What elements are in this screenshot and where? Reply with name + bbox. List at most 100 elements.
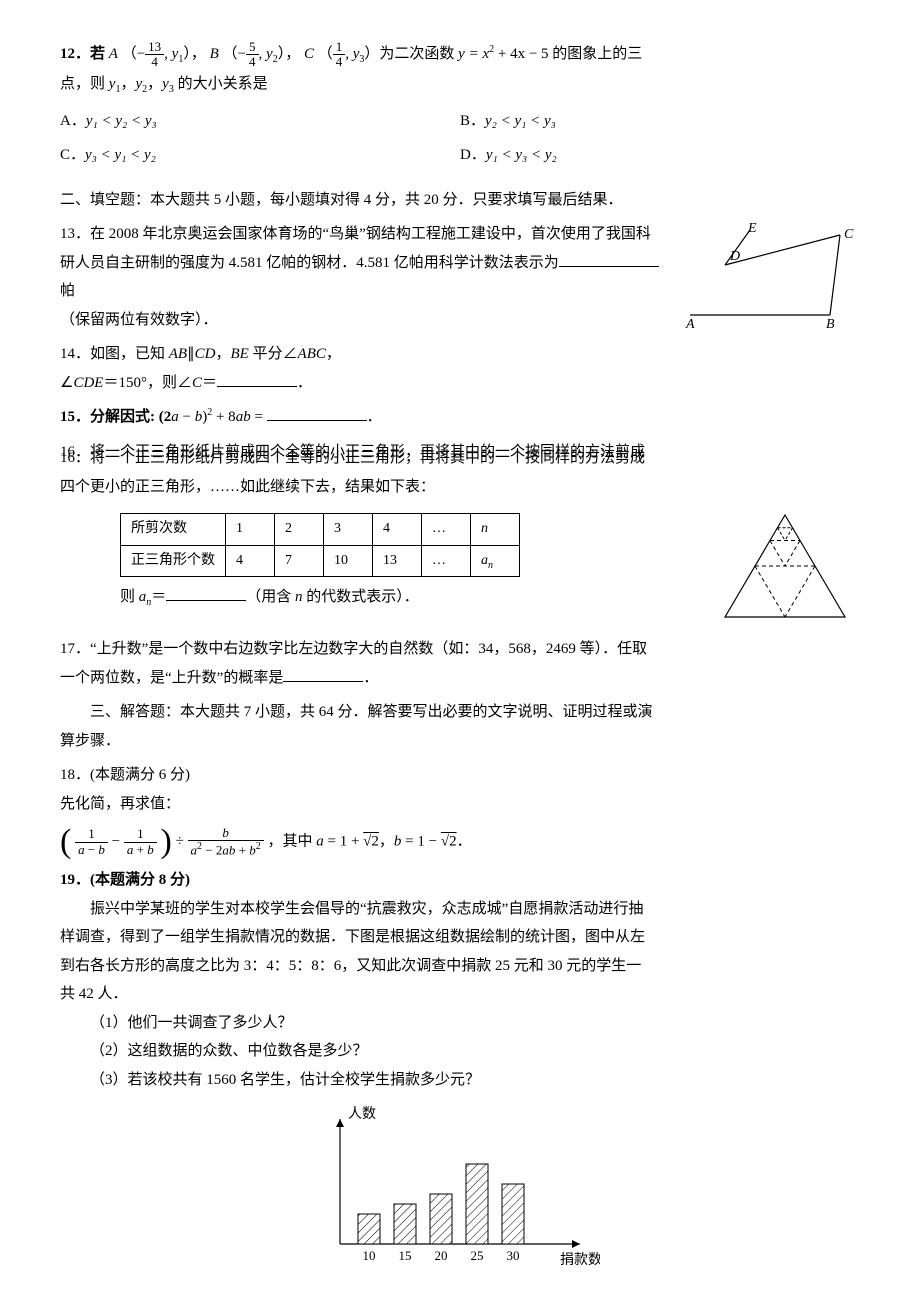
q19-head: 19．(本题满分 8 分) bbox=[60, 866, 860, 895]
q19-i3: （3）若该校共有 1560 名学生，估计全校学生捐款多少元？ bbox=[90, 1066, 860, 1095]
frac2: 1 a + b bbox=[124, 827, 157, 857]
frac: 54 bbox=[246, 40, 259, 70]
den: a2 − 2ab + b2 bbox=[188, 841, 264, 858]
frac: 134 bbox=[145, 40, 164, 70]
lbl-C: C bbox=[844, 227, 854, 242]
minus: − bbox=[112, 834, 124, 850]
q19: 19．(本题满分 8 分) 振兴中学某班的学生对本校学生会倡导的“抗震救灾，众志… bbox=[60, 866, 860, 1094]
q12-stem-line2: 点，则 y1，y2，y3 的大小关系是 bbox=[60, 70, 860, 99]
svg-text:捐款数/元: 捐款数/元 bbox=[560, 1252, 600, 1268]
blank bbox=[559, 251, 659, 267]
q19-p4: 共 42 人． bbox=[60, 980, 860, 1009]
cell: 所剪次数 bbox=[121, 514, 226, 546]
q14-l2: ∠CDE＝150°，则∠C＝． bbox=[60, 369, 670, 398]
txt: 研人员自主研制的强度为 4.581 亿帕的钢材．4.581 亿帕用科学计数法表示… bbox=[60, 255, 559, 271]
q17-l1: 17．“上升数”是一个数中右边数字比左边数字大的自然数（如：34，568，246… bbox=[60, 635, 860, 664]
q12-C: C bbox=[304, 46, 314, 62]
lbl-B: B bbox=[826, 317, 835, 330]
txt: 一个两位数，是“上升数”的概率是 bbox=[60, 670, 283, 686]
txt: ， bbox=[120, 76, 135, 92]
q12-options: A．y₁ < y₂ < y₃ B．y₂ < y₁ < y₃ C．y₃ < y₁ … bbox=[60, 107, 860, 176]
txt: 帕 bbox=[60, 283, 75, 299]
q12-num: 12．若 bbox=[60, 46, 109, 62]
num: 1 bbox=[333, 40, 346, 55]
q17-l2: 一个两位数，是“上升数”的概率是． bbox=[60, 664, 860, 693]
txt: ）， bbox=[183, 46, 206, 62]
lbl-D: D bbox=[729, 249, 740, 264]
q19-p1: 振兴中学某班的学生对本校学生会倡导的“抗震救灾，众志成城”自愿捐款活动进行抽 bbox=[60, 895, 860, 924]
fn: y = x bbox=[458, 46, 489, 62]
ab: ab bbox=[236, 409, 251, 425]
c: C bbox=[192, 375, 202, 391]
neg: − bbox=[137, 46, 145, 62]
q12-stem-line1: 12．若 A （−134, y1）， B （−54, y2）， C （14, y… bbox=[60, 40, 860, 70]
cell: an bbox=[471, 545, 520, 577]
num: b bbox=[188, 826, 264, 841]
end: ． bbox=[367, 409, 382, 425]
expr: y₁ < y₃ < y₂ bbox=[486, 147, 557, 163]
den: 4 bbox=[145, 55, 164, 69]
lbl-E: E bbox=[747, 221, 757, 236]
cell: 2 bbox=[275, 514, 324, 546]
q16-footer: 则 an＝（用含 n 的代数式表示）． bbox=[120, 583, 710, 612]
txt: ）为二次函数 bbox=[364, 46, 458, 62]
q13-l3: （保留两位有效数字）． bbox=[60, 306, 670, 335]
q19-chart: 人数捐款数/元1015202530 bbox=[300, 1104, 860, 1274]
sqrt: √2 bbox=[363, 834, 379, 850]
q13-q14-row: 13．在 2008 年北京奥运会国家体育场的“鸟巢”钢结构工程施工建设中，首次使… bbox=[60, 220, 860, 403]
num: 1 bbox=[75, 827, 108, 842]
q12: 12．若 A （−134, y1）， B （−54, y2）， C （14, y… bbox=[60, 40, 860, 176]
q12-optC: C．y₃ < y₁ < y₂ bbox=[60, 141, 460, 170]
den: 4 bbox=[333, 55, 346, 69]
q12-optA: A．y₁ < y₂ < y₃ bbox=[60, 107, 460, 136]
mid: 平分∠ bbox=[249, 346, 298, 362]
div: ÷ bbox=[176, 834, 188, 850]
cell: 3 bbox=[324, 514, 373, 546]
lbl: C． bbox=[60, 147, 85, 163]
svg-text:20: 20 bbox=[435, 1248, 448, 1263]
q13-l2: 研人员自主研制的强度为 4.581 亿帕的钢材．4.581 亿帕用科学计数法表示… bbox=[60, 249, 670, 306]
q13-l1: 13．在 2008 年北京奥运会国家体育场的“鸟巢”钢结构工程施工建设中，首次使… bbox=[60, 220, 670, 249]
q19-p3: 到右各长方形的高度之比为 3：4：5：8：6，又知此次调查中捐款 25 元和 3… bbox=[60, 952, 860, 981]
cde: CDE bbox=[73, 375, 103, 391]
q12-A: A bbox=[109, 46, 118, 62]
svg-text:人数: 人数 bbox=[348, 1106, 376, 1122]
q14-l1: 14．如图，已知 AB∥CD，BE 平分∠ABC， bbox=[60, 340, 670, 369]
svg-text:10: 10 bbox=[363, 1248, 376, 1263]
txt: （ bbox=[122, 46, 137, 62]
n: n bbox=[488, 559, 493, 570]
lbl: A． bbox=[60, 113, 86, 129]
txt: （ bbox=[223, 46, 238, 62]
lbl: B． bbox=[460, 113, 485, 129]
txt: （用含 bbox=[246, 589, 295, 605]
q18-sub: 先化简，再求值： bbox=[60, 790, 860, 819]
frac: 14 bbox=[333, 40, 346, 70]
a: a bbox=[316, 834, 324, 850]
q18-formula: ( 1 a − b − 1 a + b ) ÷ b a2 − 2ab + b2 … bbox=[60, 826, 860, 858]
eq: = 1 + bbox=[324, 834, 363, 850]
table-row: 正三角形个数 4 7 10 13 … an bbox=[121, 545, 520, 577]
pre: 15．分解因式: (2 bbox=[60, 409, 171, 425]
sec3-l1: 三、解答题：本大题共 7 小题，共 64 分．解答要写出必要的文字说明、证明过程… bbox=[60, 698, 860, 727]
q12-optB: B．y₂ < y₁ < y₃ bbox=[460, 107, 860, 136]
cd: CD bbox=[195, 346, 216, 362]
txt: ， bbox=[147, 76, 162, 92]
svg-text:25: 25 bbox=[471, 1248, 484, 1263]
svg-text:15: 15 bbox=[399, 1248, 412, 1263]
cell: 4 bbox=[226, 545, 275, 577]
end: ． bbox=[457, 834, 472, 850]
eq: = bbox=[251, 409, 267, 425]
sec3-l2: 算步骤． bbox=[60, 727, 860, 756]
cell: n bbox=[471, 514, 520, 546]
cell: 1 bbox=[226, 514, 275, 546]
end: ， bbox=[326, 346, 341, 362]
txt: ，其中 bbox=[267, 834, 316, 850]
cell: 10 bbox=[324, 545, 373, 577]
abc: ABC bbox=[298, 346, 326, 362]
n: n bbox=[481, 521, 488, 536]
cell: 正三角形个数 bbox=[121, 545, 226, 577]
q19-p2: 样调查，得到了一组学生捐款情况的数据．下图是根据这组数据绘制的统计图，图中从左 bbox=[60, 923, 860, 952]
frac1: 1 a − b bbox=[75, 827, 108, 857]
blank bbox=[267, 405, 367, 421]
m3: + 8 bbox=[212, 409, 235, 425]
